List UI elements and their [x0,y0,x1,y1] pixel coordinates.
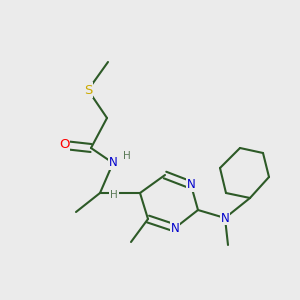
Text: O: O [59,139,69,152]
Text: H: H [123,151,131,161]
Text: H: H [110,190,118,200]
Text: N: N [220,212,230,224]
Text: N: N [171,221,179,235]
Text: S: S [84,83,92,97]
Text: N: N [187,178,195,191]
Text: N: N [109,157,117,169]
